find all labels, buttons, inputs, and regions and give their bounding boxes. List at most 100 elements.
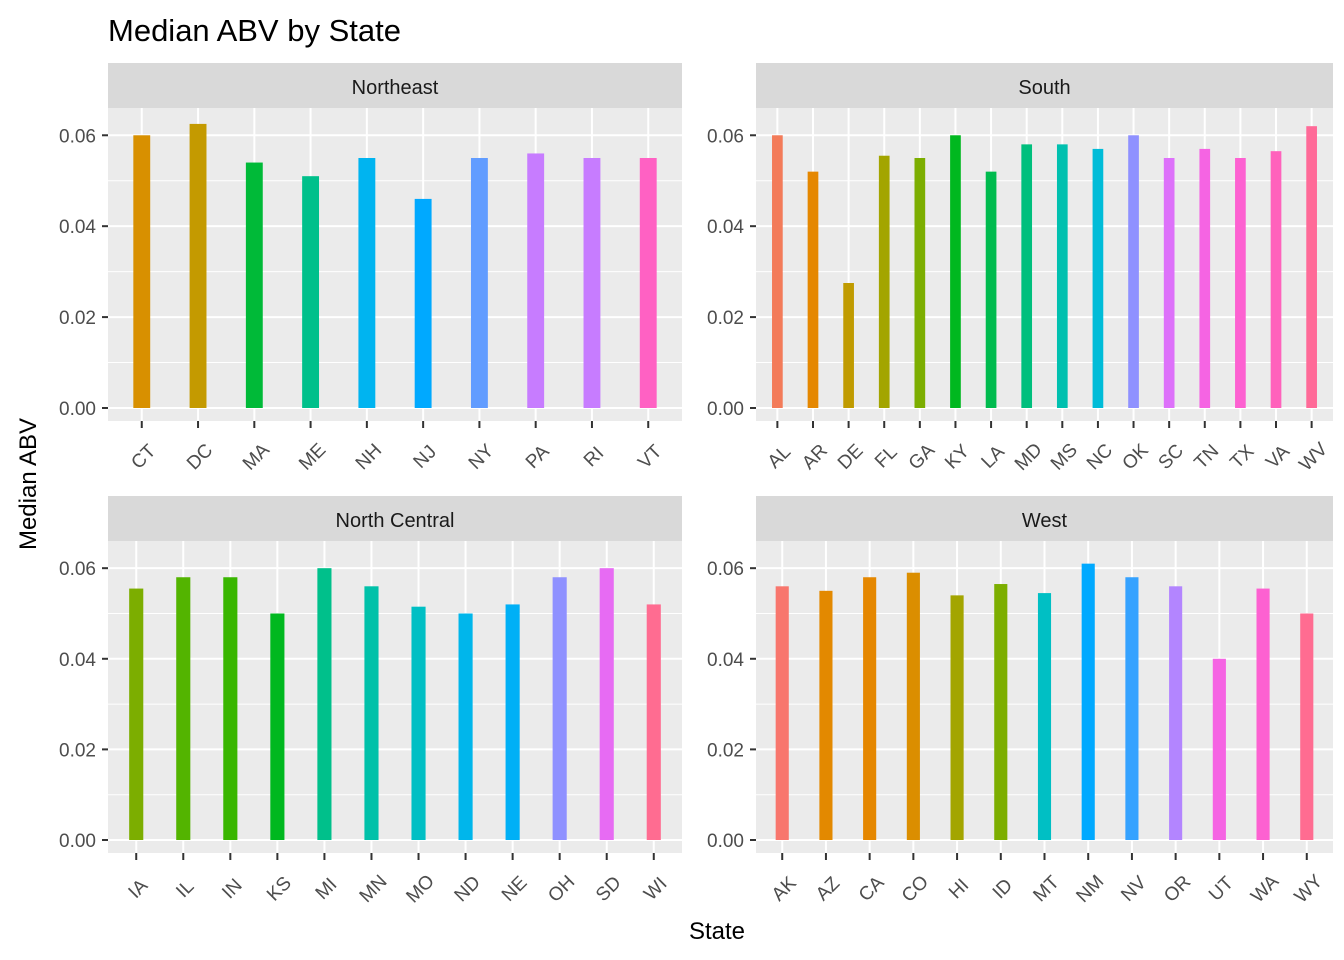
x-tick-label: MA (239, 439, 274, 474)
x-tick-label: IN (218, 875, 246, 903)
x-tick-label: LA (978, 441, 1010, 473)
bar-wa (1256, 588, 1270, 840)
x-tick-label: WA (1247, 871, 1283, 907)
x-tick-label: TX (1226, 441, 1258, 473)
bar-ri (583, 158, 601, 408)
bar-pa (527, 153, 545, 408)
bar-ks (270, 613, 285, 840)
bar-ma (245, 162, 263, 408)
x-tick-label: MN (356, 871, 392, 907)
x-tick-label: OR (1160, 872, 1195, 907)
bar-co (906, 572, 920, 840)
facet-strip-label: South (1018, 77, 1070, 99)
x-tick-label: MT (1029, 872, 1064, 907)
bar-wi (646, 604, 661, 840)
x-tick-label: AK (768, 872, 801, 905)
x-tick-label: NH (352, 440, 386, 474)
panel-background (108, 541, 682, 853)
facet-strip (756, 496, 1333, 541)
bar-wy (1300, 613, 1314, 840)
bar-dc (189, 123, 207, 408)
x-tick-label: UT (1205, 872, 1238, 905)
y-tick-label: 0.02 (707, 308, 744, 329)
x-tick-label: WI (640, 873, 671, 904)
y-tick-label: 0.00 (59, 831, 96, 852)
bar-oh (552, 577, 567, 840)
x-tick-label: ID (989, 875, 1017, 903)
x-tick-label: MS (1047, 440, 1082, 475)
y-tick-label: 0.02 (59, 308, 96, 329)
x-tick-label: NC (1083, 440, 1117, 474)
x-tick-label: GA (905, 440, 939, 474)
bar-wv (1306, 126, 1317, 408)
bar-al (772, 135, 783, 409)
x-tick-label: OK (1119, 440, 1153, 474)
bar-ne (505, 604, 520, 840)
bar-id (994, 584, 1008, 840)
x-tick-label: WV (1295, 439, 1332, 476)
x-tick-label: NJ (410, 441, 441, 472)
y-tick-label: 0.00 (707, 399, 744, 420)
x-tick-label: AZ (812, 873, 844, 905)
bar-nv (1125, 577, 1139, 840)
bar-mo (411, 606, 426, 840)
bar-sc (1163, 158, 1175, 408)
y-axis-title: Median ABV (15, 418, 42, 550)
y-tick-label: 0.06 (707, 559, 744, 580)
x-tick-label: SD (592, 872, 626, 906)
x-tick-label: ND (451, 872, 485, 906)
x-tick-label: NV (1117, 872, 1151, 906)
bar-ut (1212, 658, 1226, 840)
x-tick-label: CT (127, 440, 160, 473)
bar-il (176, 577, 191, 840)
x-tick-label: RI (580, 443, 608, 471)
bar-tn (1199, 148, 1211, 408)
y-tick-label: 0.04 (707, 217, 744, 238)
y-tick-label: 0.06 (707, 126, 744, 147)
x-tick-label: TN (1191, 441, 1224, 474)
x-tick-label: IL (172, 876, 198, 902)
y-tick-label: 0.04 (707, 650, 744, 671)
facet-strip (108, 496, 682, 541)
facet-panels: Northeast 0.00 0.02 0.04 0.06 CT DC MA ME NH NJ NY P… (59, 63, 1333, 907)
bar-ky (950, 135, 961, 409)
x-axis-title: State (689, 918, 745, 945)
x-tick-label: KY (941, 440, 974, 473)
bar-ok (1128, 135, 1139, 409)
bar-nd (458, 613, 473, 840)
facet-strip-label: Northeast (352, 77, 439, 99)
y-tick-label: 0.04 (59, 650, 96, 671)
bar-mt (1037, 593, 1052, 840)
x-tick-label: MD (1011, 439, 1047, 475)
y-tick-label: 0.00 (707, 831, 744, 852)
bar-nh (358, 158, 376, 408)
y-tick-label: 0.06 (59, 559, 96, 580)
y-tick-label: 0.02 (59, 740, 96, 761)
bar-vt (639, 158, 657, 408)
x-tick-label: VA (1262, 441, 1294, 473)
bar-va (1270, 151, 1282, 408)
bar-nc (1092, 148, 1104, 408)
bar-or (1169, 586, 1183, 840)
x-tick-label: ME (295, 440, 330, 475)
y-tick-label: 0.06 (59, 126, 96, 147)
x-tick-label: NM (1072, 871, 1108, 907)
bar-md (1021, 144, 1033, 408)
bar-sd (599, 568, 614, 840)
x-tick-label: AR (798, 440, 832, 474)
bar-az (819, 590, 833, 840)
x-tick-label: KS (263, 873, 296, 906)
x-tick-label: NY (465, 440, 499, 474)
x-tick-label: HI (945, 875, 973, 903)
bar-ct (133, 135, 151, 409)
bar-ga (914, 158, 926, 408)
bar-mi (317, 568, 332, 840)
x-tick-label: SC (1155, 440, 1189, 474)
bar-ar (807, 171, 819, 408)
panel-background (756, 108, 1333, 421)
bar-la (985, 171, 997, 408)
y-tick-label: 0.04 (59, 217, 96, 238)
facet-panel: North Central 0.00 0.02 0.04 0.06 IA IL IN KS MI M… (59, 496, 682, 907)
bar-in (223, 577, 238, 840)
